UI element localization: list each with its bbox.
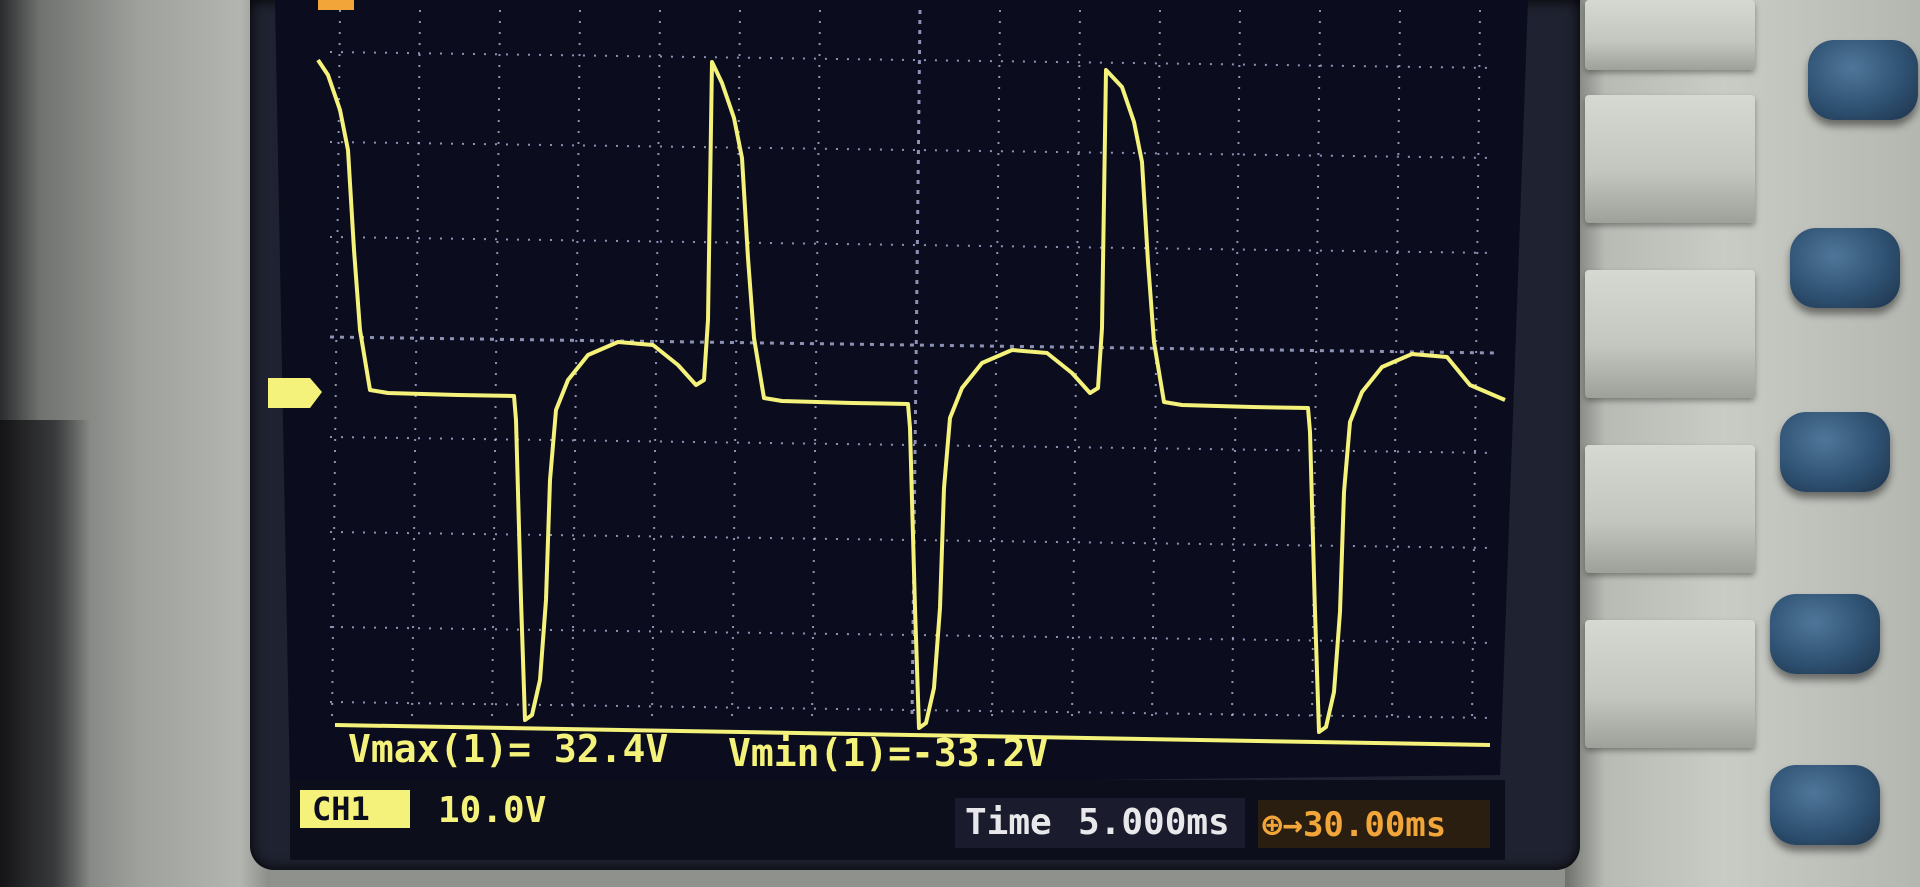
timebase-value: 5.000ms	[1078, 802, 1230, 843]
waveform-trace	[316, 58, 1506, 734]
measurement-baseline	[334, 723, 1491, 747]
trigger-offset-box	[1258, 800, 1490, 848]
trigger-offset: ⊕→30.00ms	[1262, 805, 1446, 845]
menu-button-2[interactable]	[1790, 228, 1900, 308]
menu-button-4[interactable]	[1770, 594, 1880, 674]
channel-badge[interactable]	[300, 790, 410, 828]
softkey-panel-5	[1585, 620, 1755, 748]
top-marker	[318, 0, 354, 10]
softkey-panel-4	[1585, 445, 1755, 573]
grid-horizontal-line	[329, 335, 1496, 355]
channel-label: CH1	[312, 790, 370, 828]
menu-button-1[interactable]	[1808, 40, 1918, 120]
softkey-panel-3	[1585, 270, 1755, 398]
vmax-readout: Vmax(1)= 32.4V	[348, 727, 668, 771]
vmin-readout: Vmin(1)=-33.2V	[728, 731, 1048, 775]
menu-button-5[interactable]	[1770, 765, 1880, 845]
timebase-label: Time	[965, 802, 1052, 843]
desk-shadow	[0, 420, 90, 887]
timebase-box	[955, 798, 1245, 848]
ground-level-marker	[268, 378, 322, 408]
display-area	[275, 0, 1528, 790]
softkey-panel-1	[1585, 0, 1755, 70]
menu-button-3[interactable]	[1780, 412, 1890, 492]
softkey-panel-2	[1585, 95, 1755, 223]
volts-per-div: 10.0V	[438, 790, 546, 831]
